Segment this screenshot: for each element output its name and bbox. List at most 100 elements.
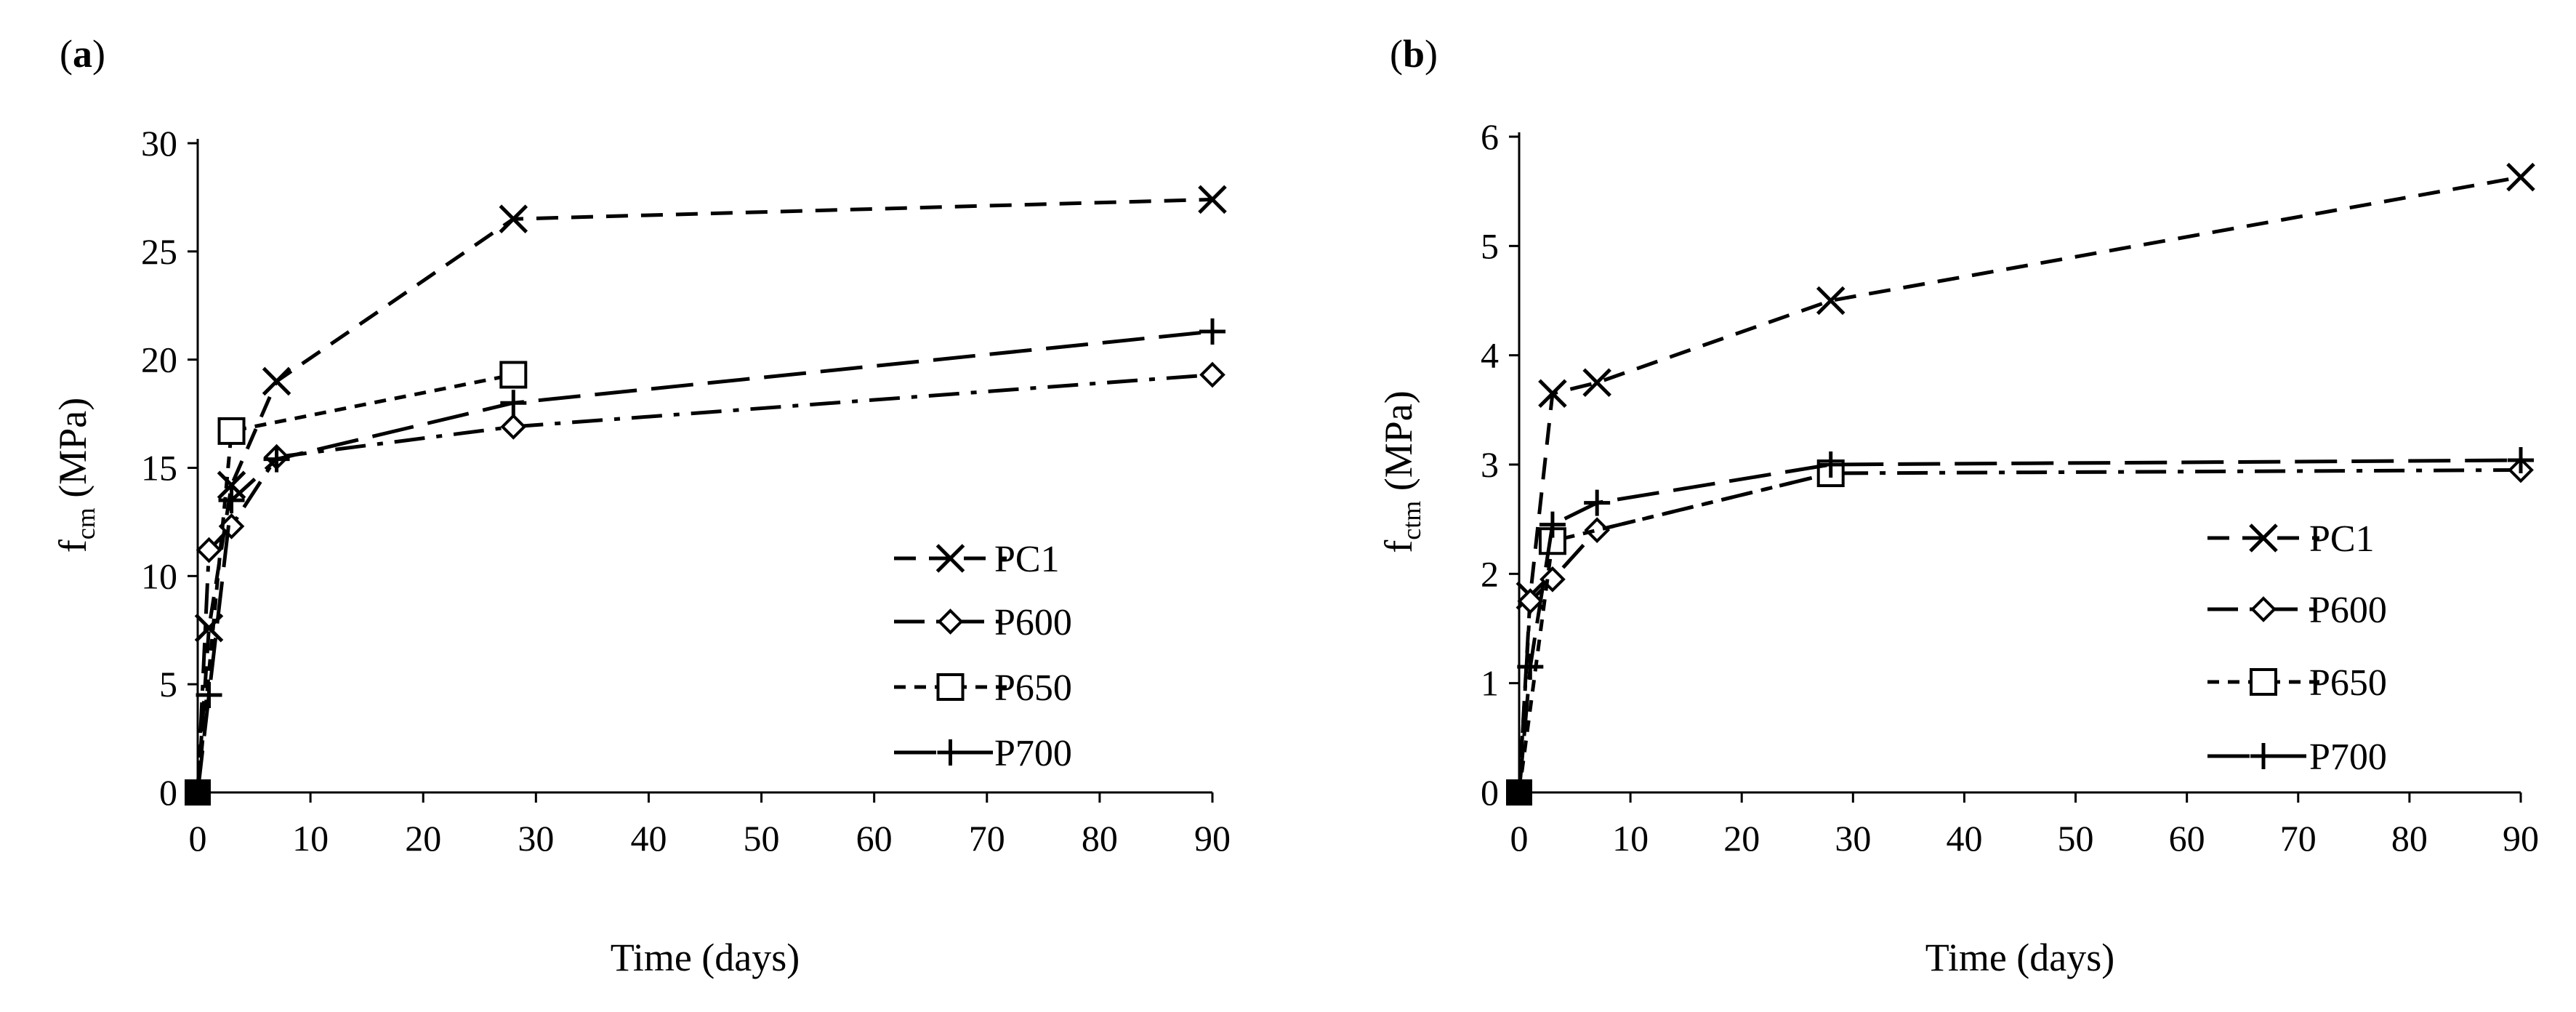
x-tick-label: 20 <box>405 818 441 859</box>
data-point-p700 <box>1517 654 1544 680</box>
legend-label: P650 <box>2309 662 2387 704</box>
x-tick-label: 70 <box>969 818 1005 859</box>
data-point-p600 <box>1584 517 1611 544</box>
legend-label: P600 <box>2309 590 2387 631</box>
y-tick-label: 20 <box>141 340 177 380</box>
data-point-p700 <box>1817 451 1844 478</box>
x-tick-label: 60 <box>2169 818 2205 859</box>
legend-entry-p700: P700 <box>2207 736 2387 778</box>
y-tick-label: 25 <box>141 231 177 272</box>
x-tick-label: 90 <box>1194 818 1231 859</box>
legend-label: P600 <box>994 602 1072 643</box>
series-p700 <box>185 318 1225 806</box>
series-line-p600 <box>196 373 1213 793</box>
y-tick-label: 5 <box>1481 225 1499 266</box>
data-point-pc1 <box>499 204 528 233</box>
data-point-pc1 <box>2506 162 2535 192</box>
legend-marker <box>2249 523 2278 553</box>
series-line-p600 <box>1517 468 2521 793</box>
legend-marker <box>2250 668 2277 696</box>
legend-marker <box>935 544 965 573</box>
y-axis-title-unit: (MPa) <box>1377 390 1420 500</box>
y-tick-label: 15 <box>141 448 177 489</box>
x-tick-label: 60 <box>856 818 893 859</box>
x-tick-label: 80 <box>2391 818 2428 859</box>
x-axis-title: Time (days) <box>1925 936 2115 979</box>
panel-label-open: ( <box>60 32 73 76</box>
y-tick-label: 1 <box>1481 663 1499 704</box>
data-point-p700 <box>196 682 222 709</box>
series-p650 <box>185 361 528 806</box>
y-tick-label: 10 <box>141 555 177 596</box>
data-point-p700 <box>1584 489 1611 516</box>
legend-marker <box>2250 743 2277 769</box>
legend-label: PC1 <box>994 539 1060 580</box>
series-p700 <box>1506 446 2534 806</box>
panel-label-close: ) <box>92 32 105 76</box>
data-point-p600 <box>1517 588 1544 614</box>
y-axis-title-main: f <box>51 539 94 553</box>
panel-label-open: ( <box>1390 32 1403 76</box>
legend-label: PC1 <box>2309 518 2375 560</box>
x-tick-label: 90 <box>2503 818 2539 859</box>
y-axis-title-unit: (MPa) <box>51 398 94 507</box>
data-point-pc1 <box>1582 368 1611 398</box>
legend-marker <box>936 673 965 701</box>
panel-label: (b) <box>1390 32 1438 76</box>
legend-label: P700 <box>2309 736 2387 778</box>
data-point-origin <box>185 779 211 806</box>
y-axis-title-sub: ctm <box>1397 501 1426 540</box>
x-axis-title: Time (days) <box>611 936 800 979</box>
x-tick-label: 50 <box>2058 818 2094 859</box>
y-tick-label: 0 <box>1481 772 1499 813</box>
panel-label: (a) <box>60 32 105 76</box>
data-point-p700 <box>2508 446 2534 473</box>
y-tick-label: 4 <box>1481 335 1499 376</box>
x-tick-label: 70 <box>2280 818 2317 859</box>
series-pc1 <box>185 185 1227 806</box>
legend-entry-p700: P700 <box>894 733 1072 774</box>
legend-marker <box>937 739 964 766</box>
data-point-p700 <box>1199 318 1225 345</box>
series-pc1 <box>1506 162 2535 806</box>
legend-marker <box>937 609 964 635</box>
series-line-p650 <box>1517 471 1832 793</box>
legend-entry-p600: P600 <box>2207 590 2387 631</box>
x-tick-label: 0 <box>189 818 207 859</box>
x-tick-label: 10 <box>292 818 329 859</box>
data-point-pc1 <box>262 366 291 396</box>
legend-entry-pc1: PC1 <box>894 539 1060 580</box>
x-tick-label: 30 <box>518 818 554 859</box>
y-axis-title-sub: cm <box>71 507 100 539</box>
x-tick-label: 50 <box>744 818 780 859</box>
legend-entry-p600: P600 <box>894 602 1072 643</box>
x-tick-label: 10 <box>1612 818 1649 859</box>
y-axis-title-main: f <box>1377 540 1420 553</box>
series-line-pc1 <box>196 197 1213 793</box>
series-line-p700 <box>196 329 1213 793</box>
data-point-p600 <box>1199 361 1225 388</box>
x-tick-label: 80 <box>1082 818 1118 859</box>
y-tick-label: 3 <box>1481 444 1499 485</box>
data-point-p700 <box>263 446 290 473</box>
x-tick-label: 40 <box>630 818 667 859</box>
panel-label-letter: b <box>1403 32 1425 76</box>
x-tick-label: 40 <box>1946 818 1982 859</box>
data-point-p700 <box>500 390 527 417</box>
y-tick-label: 30 <box>141 123 177 164</box>
legend-marker <box>2250 596 2277 622</box>
data-point-p650 <box>217 417 246 445</box>
data-point-pc1 <box>1538 379 1567 409</box>
data-point-pc1 <box>1198 185 1227 214</box>
y-tick-label: 6 <box>1481 116 1499 157</box>
data-point-pc1 <box>1816 286 1846 316</box>
legend-label: P650 <box>994 667 1072 709</box>
x-tick-label: 20 <box>1723 818 1760 859</box>
y-tick-label: 2 <box>1481 553 1499 594</box>
x-tick-label: 30 <box>1835 818 1871 859</box>
series-line-p650 <box>196 373 514 793</box>
panel-label-letter: a <box>73 32 92 76</box>
chart-panel-a: (a) 0 5 10 15 20 25 30 0 10 20 30 40 50 60 70 80 90 Time (… <box>51 32 1231 979</box>
